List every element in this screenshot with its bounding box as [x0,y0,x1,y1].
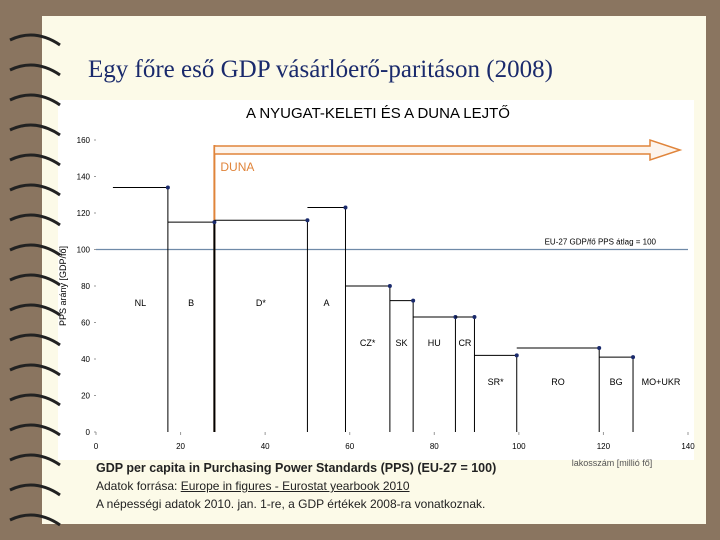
step-point [212,220,217,225]
y-tick-label: 80 [81,282,90,291]
y-tick-label: 40 [81,355,90,364]
step-point [343,205,348,210]
y-tick-label: 140 [77,173,91,182]
step-point [411,298,416,303]
country-label: D* [256,298,266,308]
footer-line: A népességi adatok 2010. jan. 1-re, a GD… [96,497,486,511]
source-prefix: Adatok forrása: [96,479,181,493]
country-label: HU [428,338,441,348]
x-tick-label: 40 [261,442,270,451]
x-axis-label: lakosszám [millió fő] [572,458,653,468]
footer-source: Adatok forrása: Europe in figures - Euro… [96,479,410,493]
step-point [514,353,519,358]
step-point [597,346,602,351]
y-tick-label: 60 [81,319,90,328]
country-label: SK [396,338,408,348]
step-point [631,355,636,360]
country-label: SR* [488,377,505,387]
country-label: CR [458,338,471,348]
country-label: A [323,298,329,308]
river-arrow [213,138,683,162]
country-label: B [188,298,194,308]
step-point [305,218,310,223]
x-tick-label: 80 [430,442,439,451]
y-tick-label: 160 [77,136,91,145]
chart-title: A NYUGAT-KELETI ÉS A DUNA LEJTŐ [246,105,510,122]
x-tick-label: 140 [681,442,695,451]
step-point [472,315,477,320]
country-label: RO [551,377,565,387]
y-tick-label: 120 [77,209,91,218]
step-point [165,185,170,190]
country-label: CZ* [360,338,376,348]
reference-label: EU-27 GDP/fő PPS átlag = 100 [545,238,657,247]
source-link[interactable]: Europe in figures - Eurostat yearbook 20… [180,479,410,493]
x-tick-label: 0 [94,442,99,451]
x-tick-label: 120 [597,442,611,451]
country-label: MO+UKR [642,377,681,387]
y-tick-label: 20 [81,392,90,401]
country-label: NL [135,298,147,308]
spiral [9,33,61,527]
country-label: BG [610,377,623,387]
y-tick-label: 100 [77,246,91,255]
x-tick-label: 60 [345,442,354,451]
step-point [387,284,392,288]
river-label: DUNA [220,160,254,174]
chart-area [58,100,694,460]
y-axis-label: PPS arány [GDP/fő] [58,246,68,326]
x-tick-label: 20 [176,442,185,451]
footer-line: GDP per capita in Purchasing Power Stand… [96,461,497,475]
x-tick-label: 100 [512,442,526,451]
slide-title: Egy főre eső GDP vásárlóerő-paritáson (2… [88,56,553,83]
y-tick-label: 0 [86,428,91,437]
